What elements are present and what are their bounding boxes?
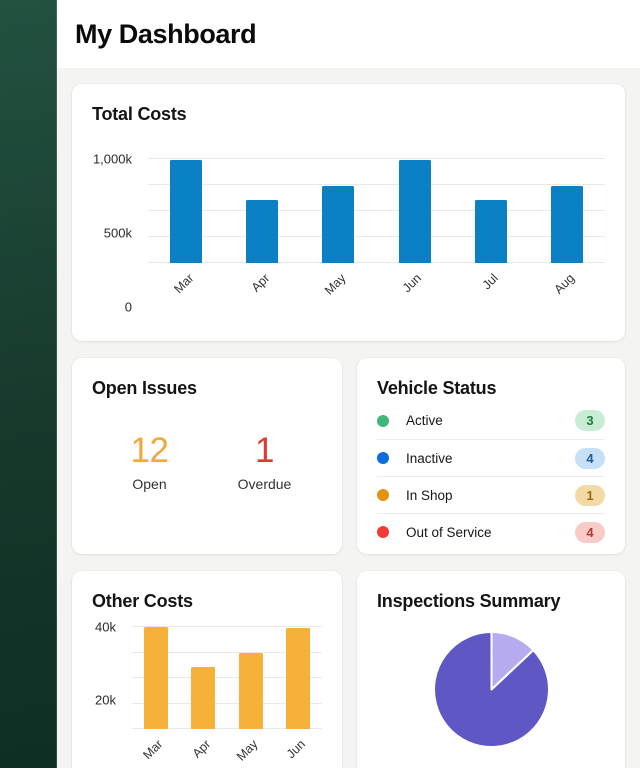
status-dot-icon	[377, 414, 389, 427]
bar-may	[322, 186, 355, 263]
y-tick-label: 20k	[95, 692, 116, 708]
bar-apr	[246, 199, 279, 263]
open-issues-open-stat[interactable]: 12 Open	[92, 431, 207, 492]
vehicle-status-card: Vehicle Status Active 3 Inactive 4 In Sh…	[357, 358, 625, 554]
sidebar-nav[interactable]	[0, 0, 57, 768]
x-axis: Mar Apr May Jun	[132, 729, 322, 768]
x-tick-label: Mar	[170, 271, 196, 297]
page-title: My Dashboard	[75, 18, 257, 49]
y-axis: 0 500k 1,000k	[92, 152, 140, 315]
x-tick-label: Apr	[189, 737, 214, 761]
count-badge: 4	[575, 521, 605, 543]
status-label: Active	[406, 413, 443, 428]
vehicle-status-row-out-of-service[interactable]: Out of Service 4	[377, 513, 605, 550]
bar-aug	[550, 186, 583, 263]
vehicle-status-title: Vehicle Status	[377, 378, 497, 398]
y-axis: 0 20k 40k	[92, 620, 124, 768]
y-tick-label: 0	[109, 766, 116, 768]
bar-mar	[143, 627, 168, 729]
gridline	[148, 184, 605, 185]
gridline	[132, 677, 322, 678]
count-badge: 4	[575, 447, 605, 469]
dashboard-content: Total Costs 0 500k 1,000k Mar Apr May Jun Jul A…	[57, 68, 640, 768]
count-badge: 1	[575, 484, 605, 506]
bar-may	[238, 652, 263, 729]
overdue-label: Overdue	[237, 476, 292, 492]
x-tick-label: Apr	[248, 271, 273, 295]
y-tick-label: 500k	[103, 225, 132, 241]
bar-jun	[286, 628, 311, 729]
inspections-summary-title: Inspections Summary	[377, 591, 561, 611]
x-tick-label: Mar	[140, 737, 166, 763]
overdue-count: 1	[255, 431, 274, 470]
x-tick-label: May	[321, 271, 349, 298]
x-tick-label: Jun	[283, 737, 309, 762]
bar-apr	[191, 666, 216, 729]
y-tick-label: 40k	[95, 619, 116, 635]
total-costs-card: Total Costs 0 500k 1,000k Mar Apr May Jun Jul A…	[72, 84, 625, 341]
total-costs-bar-chart: 0 500k 1,000k Mar Apr May Jun Jul Aug	[92, 152, 605, 315]
x-tick-label: Aug	[551, 271, 577, 297]
pie-segment-2	[432, 631, 550, 748]
y-tick-label: 1,000k	[92, 151, 132, 167]
open-issues-card: Open Issues 12 Open 1 Overdue	[72, 358, 342, 554]
vehicle-status-row-inactive[interactable]: Inactive 4	[377, 439, 605, 476]
plot-area	[148, 158, 605, 263]
plot-area	[132, 626, 322, 729]
open-count: 12	[130, 431, 169, 470]
page-header: My Dashboard	[57, 0, 640, 68]
status-dot-icon	[377, 452, 389, 464]
bar-jul	[474, 199, 507, 263]
x-tick-label: Jul	[479, 271, 501, 293]
total-costs-title: Total Costs	[92, 104, 187, 124]
inspections-summary-card: Inspections Summary	[357, 571, 625, 768]
x-tick-label: May	[234, 737, 261, 764]
x-axis: Mar Apr May Jun Jul Aug	[148, 263, 605, 307]
other-costs-title: Other Costs	[92, 591, 193, 611]
gridline	[148, 158, 605, 159]
gridline	[132, 651, 322, 653]
open-issues-overdue-stat[interactable]: 1 Overdue	[207, 431, 322, 492]
status-label: Out of Service	[406, 524, 492, 540]
gridline	[148, 236, 605, 237]
y-tick-label: 0	[124, 299, 132, 315]
gridline	[132, 626, 322, 627]
status-dot-icon	[377, 489, 389, 501]
gridline	[132, 728, 322, 729]
count-badge: 3	[575, 410, 605, 431]
status-label: Inactive	[406, 450, 453, 466]
gridline	[148, 262, 605, 263]
bar-mar	[170, 160, 203, 263]
vehicle-status-row-active[interactable]: Active 3	[377, 402, 605, 439]
other-costs-bar-chart: 0 20k 40k Mar Apr May Jun	[92, 620, 322, 768]
gridline	[132, 702, 322, 704]
other-costs-card: Other Costs 0 20k 40k Mar Apr May Jun	[72, 571, 342, 768]
vehicle-status-row-in-shop[interactable]: In Shop 1	[377, 476, 605, 513]
bar-jun	[398, 160, 431, 263]
gridline	[148, 210, 605, 211]
status-label: In Shop	[406, 487, 453, 503]
x-tick-label: Jun	[400, 271, 425, 296]
open-issues-title: Open Issues	[92, 378, 197, 398]
status-dot-icon	[377, 526, 389, 538]
inspections-pie-chart	[377, 629, 605, 750]
open-label: Open	[132, 476, 167, 492]
